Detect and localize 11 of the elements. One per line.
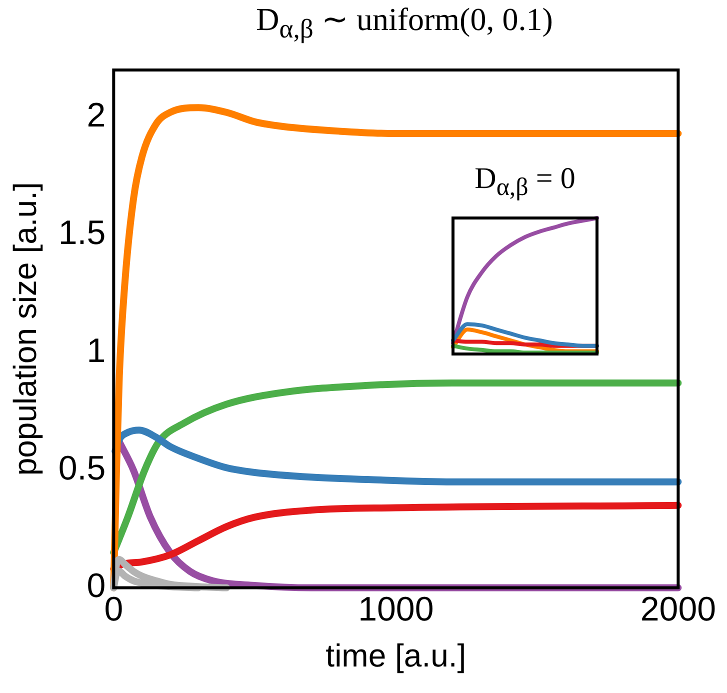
y-tick-label: 0: [86, 567, 106, 606]
y-tick-label: 1.5: [58, 214, 106, 252]
chart-title: D$_{α,β}$ = 0: [474, 162, 576, 202]
y-tick-label: 2: [86, 96, 106, 134]
chart-title: D$_{α,β}$ ∼ uniform(0, 0.1): [255, 0, 554, 44]
x-tick-label: 1000: [358, 590, 434, 629]
y-tick-label: 1: [86, 332, 106, 370]
x-axis-title: time [a.u.]: [326, 638, 466, 674]
x-tick-label: 2000: [640, 590, 716, 629]
y-axis-title: population size [a.u.]: [7, 182, 44, 476]
y-tick-label: 0.5: [58, 449, 106, 488]
